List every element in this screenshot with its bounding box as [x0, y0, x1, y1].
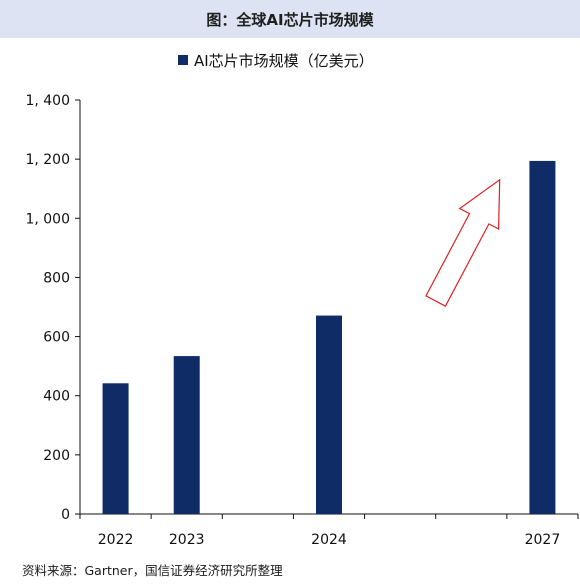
- legend-swatch: [178, 55, 188, 65]
- legend: AI芯片市场规模（亿美元）: [178, 52, 374, 70]
- trend-arrow: [425, 178, 501, 308]
- y-tick-label: 1, 000: [25, 211, 70, 227]
- y-ticks: 0 200 400 600 800 1, 000 1, 200 1, 400: [25, 93, 80, 523]
- x-tick-label: 2024: [311, 532, 347, 548]
- y-tick-label: 0: [61, 507, 70, 523]
- bar-chart: AI芯片市场规模（亿美元） 0 200 400 600 800 1, 000 1, 200 1…: [25, 52, 579, 548]
- legend-label: AI芯片市场规模（亿美元）: [194, 52, 374, 70]
- x-ticks: 2022 2023 2024 2027: [79, 514, 579, 548]
- y-tick-label: 800: [43, 270, 70, 286]
- source-note: 资料来源：Gartner，国信证券经济研究所整理: [22, 563, 283, 578]
- x-tick-label: 2022: [98, 532, 134, 548]
- y-tick-label: 400: [43, 389, 70, 405]
- figure-title: 图：全球AI芯片市场规模: [0, 0, 580, 38]
- bar-2022: [102, 383, 129, 514]
- y-tick-label: 600: [43, 330, 70, 346]
- y-tick-label: 1, 200: [25, 152, 70, 168]
- y-tick-label: 1, 400: [25, 93, 70, 109]
- bars: [102, 160, 556, 514]
- y-tick-label: 200: [43, 448, 70, 464]
- bar-2023: [173, 356, 200, 514]
- x-tick-label: 2023: [169, 532, 205, 548]
- x-tick-label: 2027: [525, 532, 561, 548]
- bar-2027: [529, 160, 556, 514]
- bar-2024: [316, 315, 342, 514]
